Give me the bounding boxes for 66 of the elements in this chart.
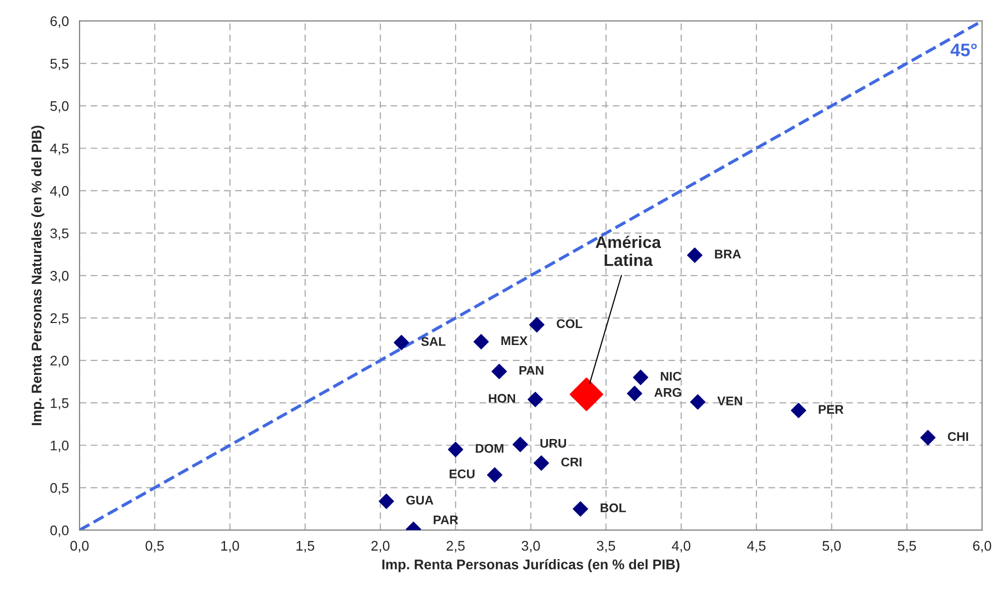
annotation: PER <box>818 405 844 414</box>
y-tick-label: 6,0 <box>50 16 69 28</box>
annotation: 45° <box>950 44 977 56</box>
annotation: URU <box>540 439 566 448</box>
y-tick-label: 3,5 <box>50 228 69 240</box>
x-tick-label: 6,0 <box>973 540 992 552</box>
annotation: PAR <box>434 516 458 524</box>
annotation: COL <box>556 319 582 328</box>
y-tick-label: 1,5 <box>50 398 69 410</box>
point <box>473 334 489 350</box>
point <box>687 247 702 263</box>
point <box>378 494 394 509</box>
y-axis-title: Imp. Renta Personas Naturales (en % del PIB) <box>31 126 44 426</box>
x-tick-label: 3,0 <box>522 540 540 552</box>
point <box>534 455 550 471</box>
point <box>572 501 588 517</box>
point <box>790 402 806 418</box>
x-tick-label: 5,5 <box>898 541 916 552</box>
y-tick-label: 1,0 <box>50 440 69 452</box>
point <box>448 442 464 458</box>
point <box>394 334 410 350</box>
text: América Latina <box>596 236 662 266</box>
annotation: CHI <box>948 432 968 441</box>
point <box>570 378 604 412</box>
y-tick-label: 5,5 <box>50 58 69 70</box>
annotation: MEX <box>501 336 528 345</box>
y-tick-label: 4,0 <box>50 186 69 198</box>
annotation: NIC <box>660 372 682 381</box>
x-tick-label: 2,5 <box>446 540 465 552</box>
point <box>486 467 502 483</box>
y-tick-label: 3,0 <box>50 270 69 282</box>
point <box>632 370 648 386</box>
point <box>512 436 528 452</box>
annotation: DOM <box>476 444 504 453</box>
annotation: GUA <box>406 496 434 505</box>
annotation: BRA <box>715 250 741 258</box>
x-tick-label: 4,0 <box>672 540 690 552</box>
point <box>690 394 706 410</box>
x-tick-label: 1,5 <box>296 541 314 552</box>
point <box>626 386 642 402</box>
y-tick-label: 2,0 <box>50 356 69 368</box>
point <box>528 392 544 408</box>
point <box>920 430 936 446</box>
annotation: CRI <box>561 458 582 466</box>
x-tick-label: 0,0 <box>70 540 89 552</box>
y-tick-label: 2,5 <box>50 313 69 325</box>
x-tick-label: 3,5 <box>596 540 616 552</box>
x-tick-label: 2,0 <box>371 540 390 552</box>
x-tick-label: 0,5 <box>146 540 164 552</box>
point <box>492 364 507 380</box>
x-axis-title: Imp. Renta Personas Jurídicas (en % del PIB) <box>382 559 680 572</box>
y-tick-label: 0,5 <box>50 483 69 494</box>
annotation: SAL <box>421 337 446 346</box>
annotation: ARG <box>654 388 682 397</box>
y-tick-label: 0,0 <box>50 525 69 537</box>
x-tick-label: 4,5 <box>747 541 766 552</box>
point <box>529 317 545 332</box>
annotation: BOL <box>600 503 626 512</box>
annotation: ECU <box>450 469 474 478</box>
x-tick-label: 1,0 <box>221 540 240 552</box>
annotation: PAN <box>519 366 544 375</box>
y-tick-label: 5,0 <box>50 101 69 113</box>
annotation: VEN <box>717 396 742 406</box>
x-tick-label: 5,0 <box>822 540 841 552</box>
y-tick-label: 4,5 <box>50 144 69 156</box>
annotation: HON <box>488 394 516 403</box>
